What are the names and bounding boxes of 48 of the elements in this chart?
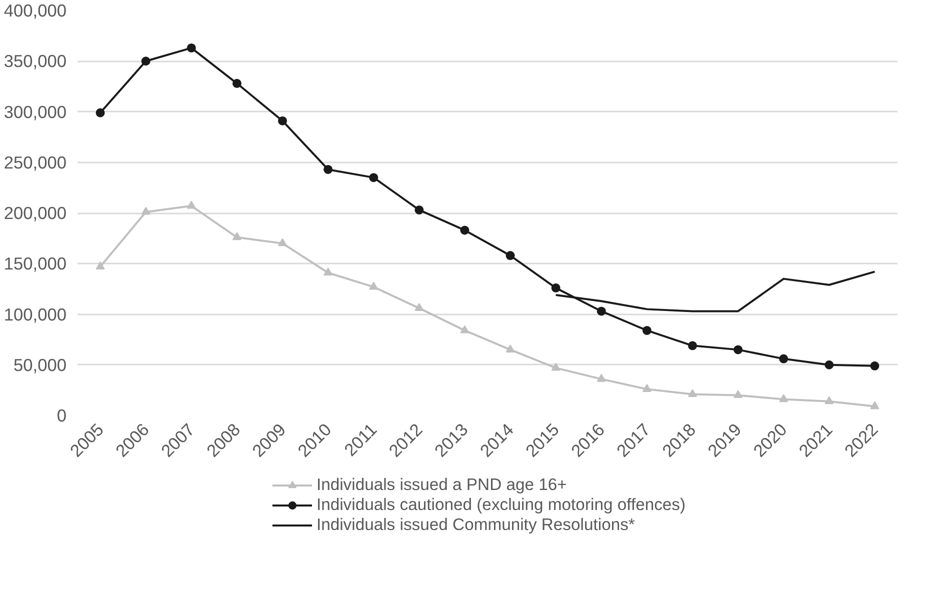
legend-label: Individuals issued Community Resolutions* (316, 515, 635, 535)
point (460, 226, 470, 235)
point (824, 396, 834, 404)
y-tick-label: 150,000 (4, 254, 67, 274)
y-tick-label: 250,000 (4, 152, 67, 172)
point (506, 344, 515, 352)
point (141, 56, 150, 66)
point (596, 374, 606, 382)
point (141, 206, 150, 215)
point (186, 200, 196, 209)
point (688, 389, 697, 398)
point (688, 341, 697, 350)
point (642, 326, 652, 335)
point (232, 232, 242, 240)
point (369, 282, 378, 290)
point (324, 164, 333, 174)
point (414, 303, 424, 311)
point (506, 251, 515, 260)
point (779, 394, 788, 402)
point (460, 325, 470, 334)
y-tick-label: 200,000 (4, 203, 67, 223)
y-tick-label: 0 (56, 406, 67, 426)
legend-label: Individuals cautioned (excluing motoring offences) (316, 495, 686, 515)
point (642, 384, 652, 392)
y-tick-label: 50,000 (14, 354, 66, 375)
point (734, 390, 743, 398)
point (870, 401, 880, 410)
y-tick-label: 400,000 (4, 0, 67, 20)
point (278, 238, 287, 246)
y-tick-label: 300,000 (4, 102, 67, 122)
point (551, 362, 560, 371)
point (324, 268, 333, 276)
point (369, 173, 378, 182)
point (414, 205, 424, 214)
point (824, 360, 834, 370)
point (779, 354, 788, 364)
point (186, 43, 196, 52)
point (734, 345, 743, 354)
point (96, 108, 105, 118)
point (96, 262, 105, 270)
point (278, 116, 287, 126)
y-tick-label: 350,000 (4, 51, 67, 72)
point (551, 283, 560, 292)
point (232, 78, 242, 88)
y-tick-label: 100,000 (4, 304, 67, 324)
point (870, 361, 880, 370)
point (596, 306, 606, 316)
legend-label: Individuals issued a PND age 16+ (316, 475, 567, 495)
